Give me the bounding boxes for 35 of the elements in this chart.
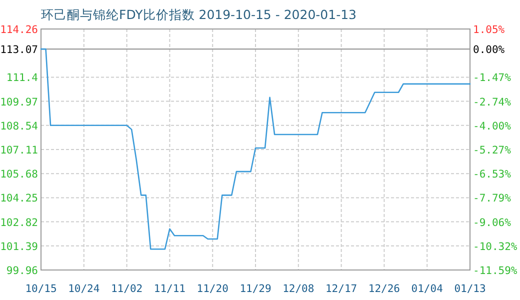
x-tick-label: 01/04: [411, 283, 443, 295]
y2-tick-label: 1.05%: [473, 24, 506, 36]
y-tick-label: 113.07: [0, 44, 38, 56]
y2-tick-label: -5.27%: [473, 144, 512, 156]
y-tick-label: 105.68: [0, 168, 38, 181]
y2-tick-label: -6.53%: [473, 168, 512, 181]
y-tick-label: 101.39: [0, 240, 38, 253]
y-tick-label: 102.82: [0, 216, 38, 229]
line-series: [40, 48, 471, 250]
x-tick-label: 11/29: [240, 283, 272, 295]
y-tick-label: 107.11: [0, 144, 38, 156]
x-tick-label: 10/15: [25, 283, 57, 295]
x-tick-label: 10/24: [68, 283, 100, 295]
y2-tick-label: -1.47%: [473, 72, 512, 84]
y2-tick-label: 0.00%: [473, 44, 506, 56]
x-tick-label: 11/20: [196, 283, 228, 295]
y2-tick-label: -9.06%: [473, 216, 512, 229]
y-tick-label: 109.97: [0, 96, 38, 108]
x-tick-label: 11/11: [154, 283, 186, 295]
chart-title: 环己酮与锦纶FDY比价指数 2019-10-15 - 2020-01-13: [41, 7, 356, 22]
x-tick-label: 12/08: [282, 283, 314, 295]
y2-tick-label: -11.59%: [473, 265, 518, 277]
y2-tick-label: -4.00%: [473, 120, 512, 132]
x-tick-label: 12/26: [368, 283, 400, 295]
y2-tick-label: -10.32%: [473, 240, 518, 253]
x-tick-label: 11/02: [110, 283, 143, 295]
y-tick-label: 104.25: [0, 192, 38, 205]
y2-tick-label: -2.74%: [473, 96, 512, 108]
x-tick-label: 01/13: [454, 283, 486, 295]
y-tick-label: 114.26: [0, 24, 38, 36]
y2-tick-label: -7.79%: [473, 192, 512, 205]
x-tick-label: 12/17: [325, 283, 358, 295]
y-tick-label: 111.4: [6, 72, 38, 84]
y-tick-label: 99.96: [6, 265, 38, 277]
y-tick-label: 108.54: [0, 120, 38, 132]
